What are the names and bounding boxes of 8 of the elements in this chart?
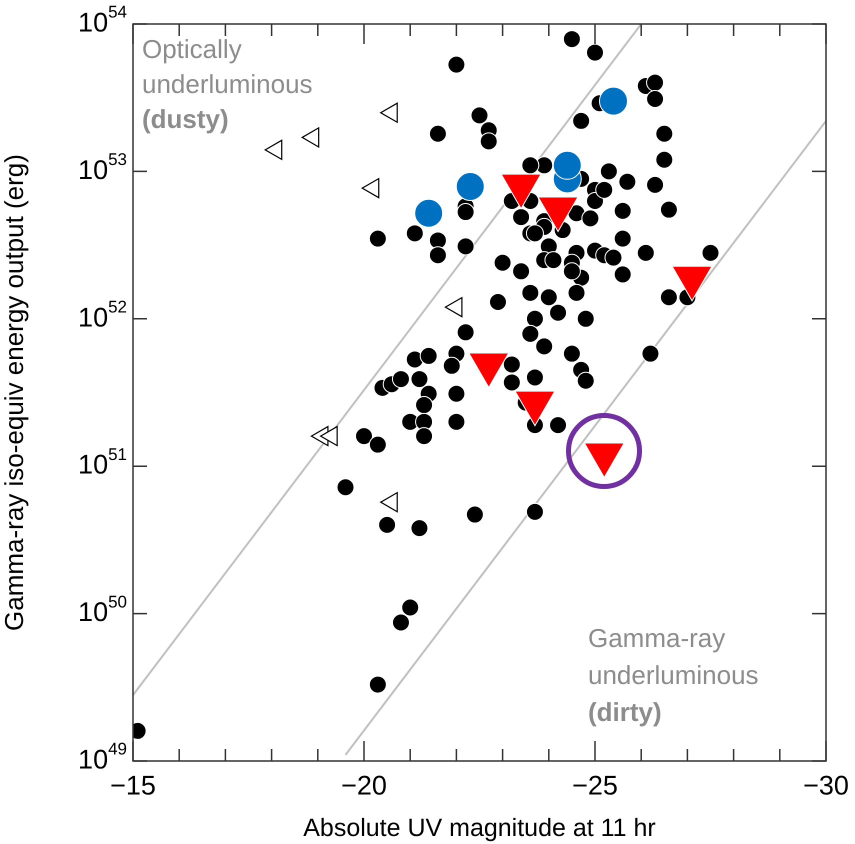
x-axis-title: Absolute UV magnitude at 11 hr — [303, 814, 656, 842]
y-axis-title: Gamma-ray iso-equiv energy output (erg) — [0, 154, 29, 631]
x-tick-label: −30 — [803, 770, 849, 800]
x-tick-label: −15 — [110, 770, 156, 800]
annotation: Optically underluminous (dusty) — [142, 34, 313, 134]
x-tick-label: −25 — [572, 770, 618, 800]
x-tick-label: −20 — [341, 770, 387, 800]
annotation: Gamma-ray underluminous (dirty) — [588, 623, 759, 728]
